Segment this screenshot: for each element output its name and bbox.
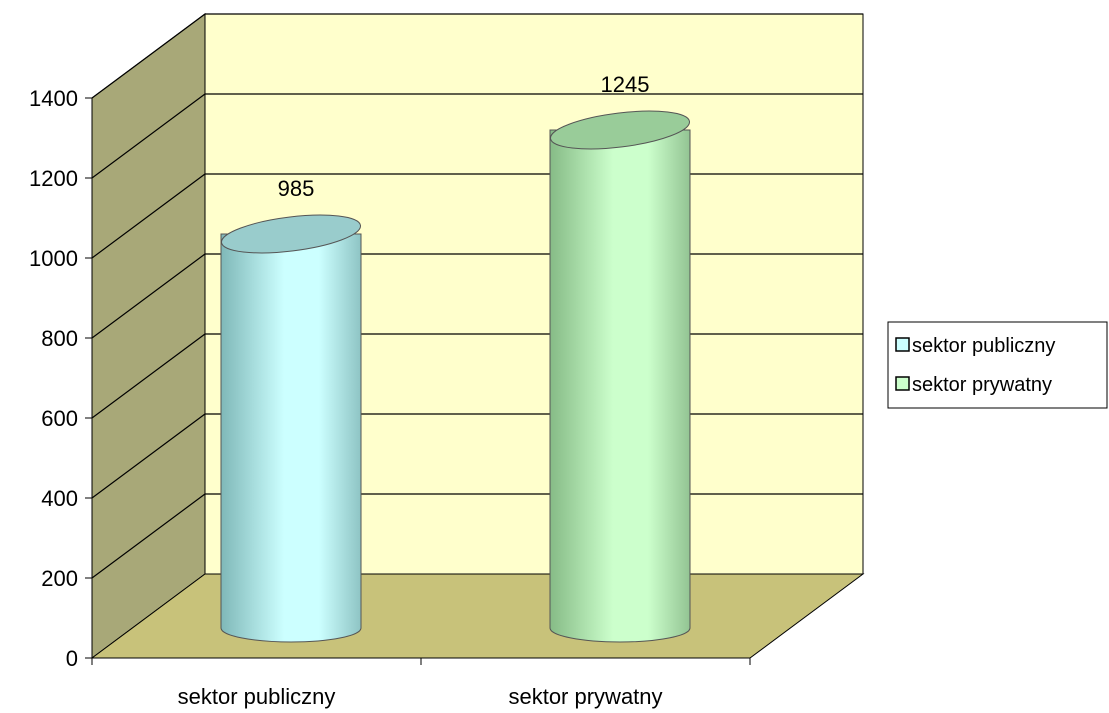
- gridline: [91, 93, 863, 179]
- y-tick-label: 800: [41, 326, 78, 351]
- y-tick-label: 1000: [29, 246, 78, 271]
- axes: [85, 97, 751, 665]
- bar-sektor-publiczny: [220, 214, 362, 643]
- bar-top: [549, 110, 691, 150]
- bar-top: [220, 214, 362, 254]
- x-axis-category-labels: sektor publiczny sektor prywatny: [178, 684, 663, 709]
- gridline: [91, 13, 863, 99]
- bar-body: [549, 129, 691, 643]
- y-tick-label: 400: [41, 486, 78, 511]
- plot-walls: [90, 13, 865, 659]
- y-tick-label: 600: [41, 406, 78, 431]
- legend-label-sektor-publiczny: sektor publiczny: [912, 335, 1055, 357]
- legend-swatch-sektor-prywatny: [895, 376, 910, 391]
- legend: sektor publiczny sektor prywatny: [887, 321, 1108, 409]
- y-tick-label: 200: [41, 566, 78, 591]
- y-axis-tick-labels: 0 200 400 600 800 1000 1200 1400: [29, 86, 78, 671]
- data-label: 985: [278, 176, 315, 201]
- legend-label-sektor-prywatny: sektor prywatny: [912, 374, 1052, 396]
- data-label: 1245: [601, 72, 650, 97]
- data-labels: 985 1245: [278, 72, 650, 201]
- y-tick-label: 0: [66, 646, 78, 671]
- floor: [90, 573, 865, 659]
- x-category-label: sektor prywatny: [508, 684, 662, 709]
- side-wall: [91, 13, 206, 659]
- bar-sektor-prywatny: [549, 110, 691, 643]
- legend-box: [887, 321, 1108, 409]
- bar-body: [220, 233, 362, 643]
- y-tick-label: 1400: [29, 86, 78, 111]
- legend-swatch-sektor-publiczny: [895, 337, 910, 352]
- y-tick-label: 1200: [29, 166, 78, 191]
- x-category-label: sektor publiczny: [178, 684, 336, 709]
- bars: [220, 110, 691, 643]
